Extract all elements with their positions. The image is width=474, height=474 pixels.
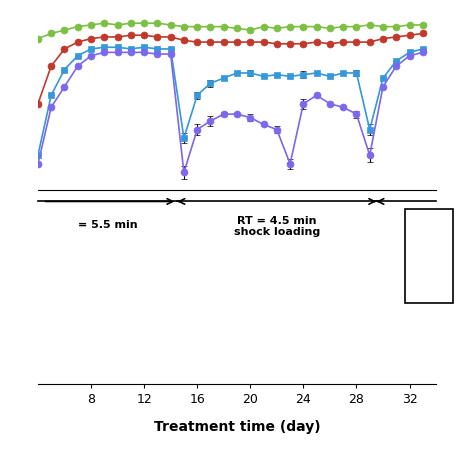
Text: = 5.5 min: = 5.5 min [78, 220, 137, 230]
Text: Treatment time (day): Treatment time (day) [154, 419, 320, 434]
Text: RT = 4.5 min
shock loading: RT = 4.5 min shock loading [234, 216, 320, 237]
